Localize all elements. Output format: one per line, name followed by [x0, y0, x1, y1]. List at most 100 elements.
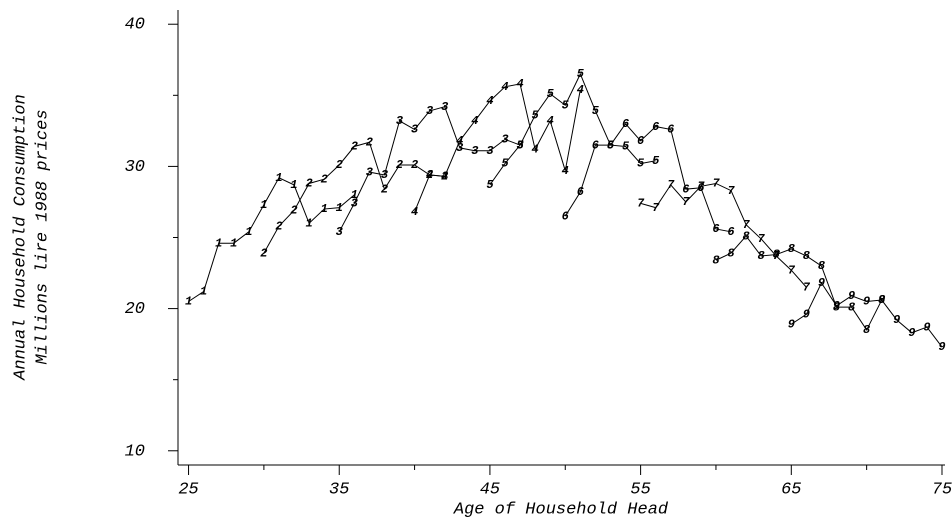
point-label: 9 — [908, 326, 915, 340]
point-label: 4 — [516, 77, 523, 91]
point-label: 1 — [336, 201, 343, 215]
point-label: 4 — [471, 114, 478, 128]
point-label: 5 — [562, 98, 570, 112]
point-label: 5 — [592, 104, 600, 118]
point-label: 9 — [833, 299, 840, 313]
point-label: 8 — [773, 248, 780, 262]
point-label: 2 — [336, 158, 343, 172]
point-label: 3 — [396, 114, 403, 128]
point-label: 1 — [305, 216, 312, 230]
point-label: 1 — [290, 178, 297, 192]
x-tick-label: 25 — [178, 480, 198, 499]
point-label: 7 — [667, 178, 675, 192]
point-label: 7 — [788, 263, 796, 277]
point-label: 6 — [592, 138, 599, 152]
point-label: 2 — [321, 172, 328, 186]
point-label: 2 — [351, 140, 358, 154]
point-label: 8 — [788, 242, 795, 256]
point-label: 1 — [185, 295, 192, 309]
point-label: 7 — [773, 249, 781, 263]
point-label: 7 — [742, 218, 750, 232]
point-label: 7 — [758, 232, 766, 246]
point-label: 5 — [577, 67, 585, 81]
point-label: 6 — [697, 181, 704, 195]
point-label: 7 — [712, 177, 720, 191]
series-line — [640, 182, 807, 288]
point-label: 1 — [245, 225, 252, 239]
point-label: 9 — [893, 313, 900, 327]
y-axis-title: Millions lire 1988 prices — [33, 109, 52, 364]
point-label: 5 — [637, 157, 645, 171]
point-label: 1 — [215, 236, 222, 250]
point-label: 5 — [486, 178, 494, 192]
point-label: 5 — [622, 140, 630, 154]
point-label: 9 — [848, 289, 855, 303]
point-label: 3 — [471, 144, 478, 158]
point-label: 1 — [321, 202, 328, 216]
point-label: 4 — [532, 143, 539, 157]
point-label: 1 — [200, 285, 207, 299]
point-label: 7 — [727, 184, 735, 198]
point-label: 5 — [532, 108, 540, 122]
x-axis-title: Age of Household Head — [453, 500, 669, 519]
point-label: 3 — [411, 123, 418, 137]
point-label: 6 — [622, 117, 629, 131]
point-label: 3 — [486, 144, 493, 158]
point-label: 8 — [742, 229, 749, 243]
point-label: 7 — [682, 195, 690, 209]
point-label: 4 — [441, 170, 448, 184]
point-label: 4 — [456, 134, 463, 148]
series-line — [188, 177, 355, 302]
series-line — [414, 83, 581, 213]
point-label: 4 — [486, 94, 493, 108]
point-label: 7 — [637, 197, 645, 211]
point-label: 7 — [697, 179, 705, 193]
point-label: 4 — [547, 114, 554, 128]
point-label: 6 — [727, 225, 734, 239]
point-label: 6 — [652, 120, 659, 134]
point-label: 6 — [682, 182, 689, 196]
point-label: 7 — [652, 201, 660, 215]
point-label: 9 — [818, 276, 825, 290]
point-label: 9 — [803, 307, 810, 321]
point-label: 9 — [788, 317, 795, 331]
point-label: 8 — [727, 246, 734, 260]
series-line — [489, 72, 656, 186]
series-line — [564, 122, 732, 233]
point-label: 4 — [426, 168, 433, 182]
point-label: 2 — [411, 158, 418, 172]
x-tick-label: 65 — [781, 480, 801, 499]
point-label: 2 — [305, 177, 312, 191]
point-label: 1 — [230, 236, 237, 250]
point-label: 4 — [577, 83, 584, 97]
point-label: 9 — [938, 340, 945, 354]
point-label: 9 — [878, 293, 885, 307]
point-label: 8 — [818, 259, 825, 273]
y-tick-label: 10 — [125, 442, 145, 461]
series-line — [715, 235, 883, 331]
y-tick-label: 40 — [125, 16, 145, 35]
point-label: 6 — [607, 138, 614, 152]
point-label: 2 — [290, 204, 297, 218]
point-label: 8 — [758, 249, 765, 263]
point-label: 2 — [396, 158, 403, 172]
y-axis-title: Annual Household Consumption — [11, 94, 30, 381]
point-label: 4 — [411, 205, 418, 219]
point-label: 3 — [441, 100, 448, 114]
point-label: 6 — [712, 222, 719, 236]
y-tick-label: 20 — [125, 300, 145, 319]
point-label: 3 — [366, 165, 373, 179]
point-label: 3 — [501, 133, 508, 147]
point-label: 3 — [381, 168, 388, 182]
point-label: 5 — [547, 87, 555, 101]
x-tick-label: 35 — [329, 480, 349, 499]
point-label: 8 — [863, 323, 870, 337]
x-tick-label: 45 — [480, 480, 500, 499]
x-tick-label: 75 — [932, 480, 952, 499]
series-line — [263, 141, 445, 254]
point-label: 6 — [577, 185, 584, 199]
point-label: 3 — [456, 141, 463, 155]
point-label: 1 — [275, 171, 282, 185]
point-label: 3 — [426, 104, 433, 118]
